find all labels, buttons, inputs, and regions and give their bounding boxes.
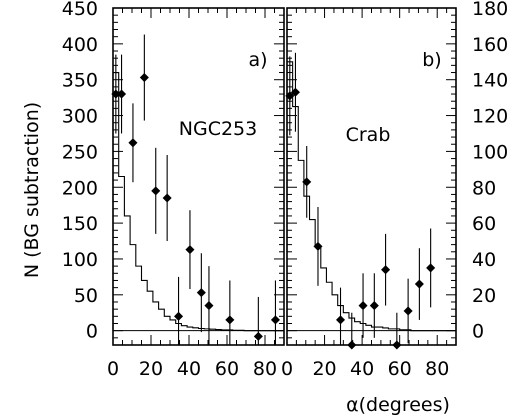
x-tick-label: 60 [215,358,239,380]
x-tick-label: 60 [388,358,412,380]
data-point [426,263,436,273]
y-tick-label: 300 [62,106,98,128]
data-point [347,340,357,350]
panel-label: a) [248,49,267,71]
x-tick-label: 40 [350,358,374,380]
y-axis-title: N (BG subtraction) [21,102,43,278]
y-tick-label: 180 [472,0,508,20]
data-point [151,186,161,196]
data-point [185,245,195,255]
y-tick-label: 0 [472,321,484,343]
y-tick-label: 20 [472,285,496,307]
data-point [196,288,206,298]
data-point [369,301,379,311]
data-point [204,301,214,311]
data-point [290,87,300,97]
data-point [162,193,172,203]
data-point [381,265,391,275]
data-point [414,279,424,289]
data-point [111,89,121,99]
y-tick-label: 0 [86,321,98,343]
data-point [139,73,149,83]
data-point [117,89,127,99]
data-point [403,306,413,316]
data-point [358,301,368,311]
panel-label: b) [422,49,441,71]
panel-crab: 0 20 40 60 80 100 120 140 160 180 0 20 40 60 80 b) Crab [281,0,508,380]
data-point [225,315,235,325]
data-point [174,311,184,321]
source-label: NGC253 [179,118,257,140]
y-tick-label: 100 [62,249,98,271]
data-point [253,331,263,341]
x-tick-label: 0 [281,358,293,380]
x-tick-label: 40 [177,358,201,380]
x-tick-label: 20 [312,358,336,380]
panel-ngc253: 0 50 100 150 200 250 300 350 400 450 0 20 40 60 80 a) NG… [62,0,285,380]
x-tick-label: 80 [253,358,277,380]
x-tick-label: 80 [425,358,449,380]
y-tick-label: 450 [62,0,98,20]
y-tick-label: 350 [62,70,98,92]
data-point [128,138,138,148]
y-tick-label: 140 [472,70,508,92]
y-tick-label: 40 [472,249,496,271]
y-tick-label: 250 [62,141,98,163]
model-histogram [112,71,284,332]
data-point [335,315,346,325]
source-label: Crab [346,124,391,146]
x-axis-title: α(degrees) [346,394,450,416]
y-tick-label: 160 [472,34,508,56]
x-tick-label: 20 [139,358,163,380]
y-tick-label: 120 [472,106,508,128]
y-tick-label: 50 [74,285,98,307]
y-tick-label: 200 [62,177,98,199]
data-point [270,315,280,325]
y-tick-label: 100 [472,141,508,163]
data-point [285,91,295,101]
y-tick-label: 400 [62,34,98,56]
y-tick-label: 80 [472,177,496,199]
y-tick-label: 150 [62,213,98,235]
y-tick-label: 60 [472,213,496,235]
model-histogram [286,61,456,332]
x-tick-label: 0 [107,358,119,380]
